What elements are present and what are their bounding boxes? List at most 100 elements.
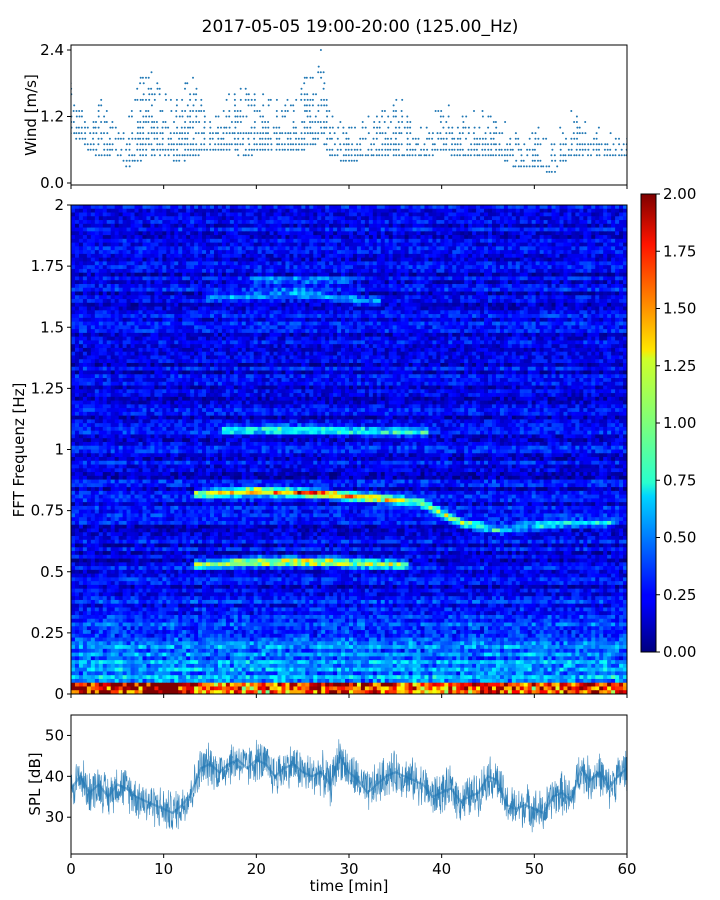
spectrogram-cell bbox=[543, 257, 549, 263]
spectrogram-cell bbox=[432, 246, 437, 251]
spectrogram-cell bbox=[364, 302, 370, 308]
spectrogram-cell bbox=[615, 283, 620, 289]
spectrogram-cell bbox=[480, 208, 485, 214]
wind-point bbox=[359, 137, 362, 140]
spectrogram-cell bbox=[472, 238, 477, 244]
wind-point bbox=[325, 126, 328, 129]
wind-point bbox=[131, 159, 134, 162]
spectrogram-cell bbox=[507, 220, 513, 225]
spectrogram-cell bbox=[432, 302, 437, 308]
spectrogram-cell bbox=[380, 283, 386, 289]
spectrogram-cell bbox=[615, 250, 620, 255]
spectrogram-cell bbox=[491, 280, 497, 285]
spectrogram-cell bbox=[376, 261, 382, 266]
spectrogram-cell bbox=[503, 212, 509, 217]
wind-point bbox=[273, 132, 276, 135]
spectrogram-cell bbox=[178, 291, 183, 296]
wind-point bbox=[136, 159, 139, 162]
wind-point bbox=[259, 143, 261, 146]
spectrogram-cell bbox=[579, 280, 584, 285]
spectrogram-cell bbox=[460, 291, 465, 296]
spectrogram-cell bbox=[575, 242, 580, 247]
spectrogram-cell bbox=[178, 283, 183, 289]
wind-point bbox=[551, 148, 554, 151]
wind-point bbox=[311, 104, 314, 107]
spectrogram-cell bbox=[468, 287, 473, 293]
spectrogram-cell bbox=[619, 272, 624, 278]
spectrogram-cell bbox=[229, 250, 235, 255]
spectrogram-cell bbox=[579, 299, 584, 304]
spectrogram-cell bbox=[122, 268, 128, 274]
spectrogram-cell bbox=[519, 299, 525, 304]
spectrogram-cell bbox=[86, 231, 92, 236]
spectrogram-cell bbox=[138, 223, 144, 229]
wind-point bbox=[186, 143, 189, 146]
spectrogram-cell bbox=[472, 261, 477, 266]
spectrogram-cell bbox=[329, 287, 334, 293]
spectrogram-cell bbox=[217, 272, 223, 278]
spectrogram-cell bbox=[309, 299, 314, 304]
spectrogram-cell bbox=[396, 283, 402, 289]
spectrogram-cell bbox=[428, 223, 433, 229]
wind-point bbox=[442, 137, 445, 140]
spectrogram-cell bbox=[448, 283, 453, 289]
spectrogram-cell bbox=[186, 216, 191, 221]
spectrogram-cell bbox=[321, 268, 326, 274]
spectrogram-cell bbox=[547, 295, 553, 300]
spectrogram-cell bbox=[194, 265, 199, 270]
wind-point bbox=[139, 126, 142, 129]
spectrogram-cell bbox=[416, 261, 422, 266]
spectrogram-cell bbox=[372, 272, 378, 278]
spectrogram-cell bbox=[464, 276, 469, 281]
spectrogram-cell bbox=[400, 216, 406, 221]
spectrogram-cell bbox=[444, 205, 449, 210]
wind-point bbox=[498, 132, 501, 135]
spectrogram-cell bbox=[273, 235, 279, 240]
spectrogram-cell bbox=[472, 220, 477, 225]
spectrogram-cell bbox=[515, 246, 521, 251]
spectrogram-cell bbox=[122, 238, 128, 244]
spectrogram-cell bbox=[130, 205, 136, 210]
wind-point bbox=[520, 154, 523, 157]
spectrogram-cell bbox=[309, 242, 314, 247]
spectrogram-cell bbox=[90, 299, 96, 304]
spectrogram-cell bbox=[404, 280, 410, 285]
wind-point bbox=[351, 143, 354, 146]
spectrogram-cell bbox=[217, 246, 223, 251]
spectrogram-cell bbox=[138, 291, 144, 296]
wind-point bbox=[195, 143, 198, 146]
wind-point bbox=[153, 126, 155, 129]
spectrogram-cell bbox=[484, 265, 489, 270]
spectrogram-cell bbox=[94, 302, 100, 308]
wind-point bbox=[425, 126, 428, 129]
spectrogram-cell bbox=[384, 253, 390, 259]
spectrogram-cell bbox=[444, 302, 449, 308]
spectrogram-cell bbox=[559, 257, 565, 263]
spectrogram-cell bbox=[174, 235, 179, 240]
spectrogram-cell bbox=[364, 212, 370, 217]
spectrogram-cell bbox=[114, 302, 120, 308]
spectrogram-cell bbox=[345, 265, 350, 270]
spectrogram-cell bbox=[198, 276, 203, 281]
spectrogram-cell bbox=[420, 306, 426, 311]
spectrogram-cell bbox=[110, 302, 116, 308]
wind-point bbox=[462, 126, 465, 129]
spectrogram-cell bbox=[194, 242, 199, 247]
wind-point bbox=[303, 104, 306, 107]
spectrogram-cell bbox=[345, 231, 350, 236]
wind-point bbox=[456, 143, 459, 146]
spectrogram-cell bbox=[432, 261, 437, 266]
spectrogram-cell bbox=[178, 238, 183, 244]
spectrogram-cell bbox=[273, 231, 279, 236]
spectrogram-cell bbox=[94, 280, 100, 285]
spectrogram-cell bbox=[575, 295, 580, 300]
spectrogram-cell bbox=[484, 283, 489, 289]
spectrogram-cell bbox=[333, 231, 338, 236]
spectrogram-cell bbox=[460, 280, 465, 285]
spectrogram-cell bbox=[301, 238, 306, 244]
spectrogram-cell bbox=[182, 238, 187, 244]
spectrogram-cell bbox=[551, 291, 557, 296]
wind-point bbox=[330, 137, 333, 140]
wind-y-axis-label: Wind [m/s] bbox=[22, 74, 40, 156]
spectrogram-cell bbox=[221, 268, 227, 274]
